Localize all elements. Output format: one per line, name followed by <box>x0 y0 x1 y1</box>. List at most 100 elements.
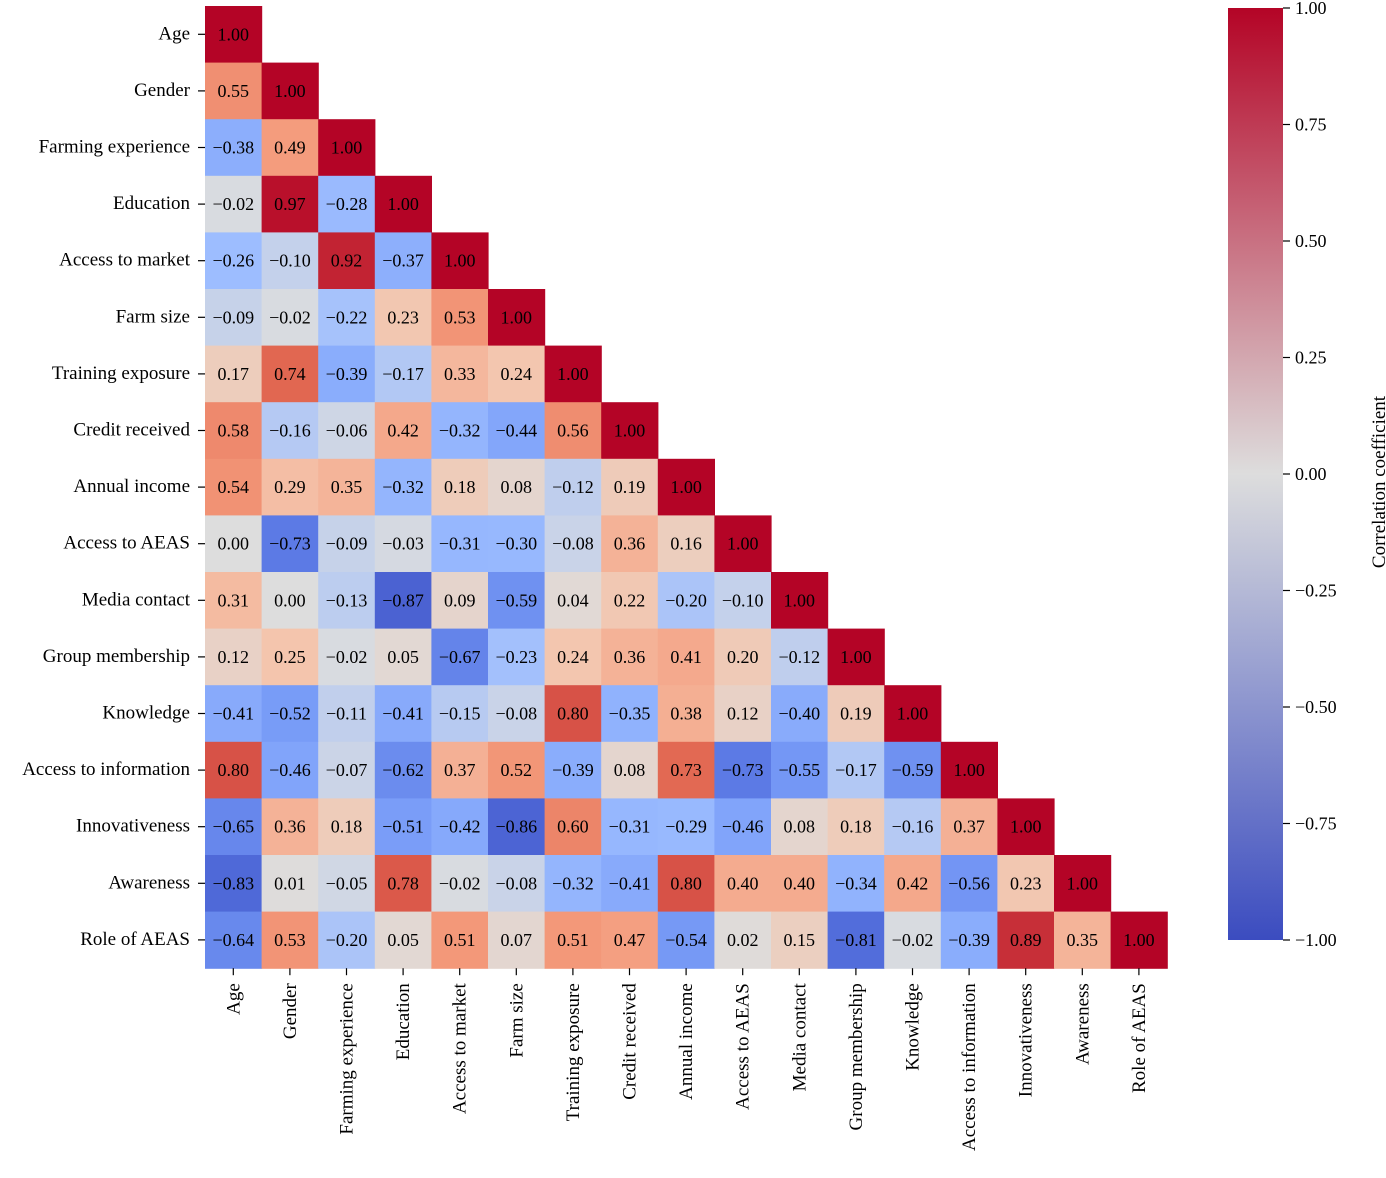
cell-value-label: 0.51 <box>444 930 476 950</box>
x-tick-label: Age <box>223 983 244 1015</box>
heatmap-cell <box>601 515 659 573</box>
heatmap-cell <box>714 628 772 686</box>
cell-value-label: 0.73 <box>670 760 702 780</box>
heatmap-cell-labels: 1.00 0.55 1.00 −0.38 0.49 1.00 −0.02 0.97 −0.28 1… <box>212 24 1154 950</box>
heatmap-cell <box>205 741 263 799</box>
heatmap-cell <box>261 119 319 177</box>
heatmap-cell <box>205 175 263 233</box>
heatmap-cell <box>205 855 263 913</box>
heatmap-cell <box>714 515 772 573</box>
cell-value-label: 0.19 <box>614 477 646 497</box>
heatmap-cell <box>318 572 376 630</box>
cell-value-label: 0.41 <box>670 647 702 667</box>
heatmap-cell <box>997 798 1055 856</box>
heatmap-cell <box>318 798 376 856</box>
cell-value-label: −0.73 <box>269 534 311 554</box>
cell-value-label: 0.74 <box>274 364 306 384</box>
heatmap-cell <box>488 911 546 969</box>
heatmap-cell <box>544 572 602 630</box>
heatmap-cell <box>488 628 546 686</box>
y-tick-label: Role of AEAS <box>80 929 190 950</box>
y-tick-label: Knowledge <box>102 703 190 724</box>
heatmap-cell <box>261 232 319 290</box>
cell-value-label: 1.00 <box>953 760 985 780</box>
cell-value-label: −0.08 <box>495 704 537 724</box>
heatmap-cell <box>997 911 1055 969</box>
cell-value-label: −0.13 <box>326 590 368 610</box>
cell-value-label: 0.05 <box>387 930 419 950</box>
heatmap-cell <box>544 685 602 743</box>
heatmap-cell <box>261 911 319 969</box>
x-tick-label: Access to market <box>450 982 471 1114</box>
cell-value-label: −0.20 <box>665 590 707 610</box>
y-tick-label: Media contact <box>82 589 191 610</box>
colorbar-tick-label: 0.25 <box>1295 348 1327 368</box>
cell-value-label: 1.00 <box>1123 930 1155 950</box>
x-tick-label: Farm size <box>506 983 527 1057</box>
heatmap-cell <box>205 232 263 290</box>
heatmap-cell <box>488 458 546 516</box>
cell-value-label: 1.00 <box>1010 817 1042 837</box>
cell-value-label: −0.34 <box>835 873 877 893</box>
cell-value-label: 0.49 <box>274 138 306 158</box>
cell-value-label: 0.42 <box>897 873 929 893</box>
x-axis: Age Gender Farming experience Education Acce… <box>223 968 1150 1151</box>
cell-value-label: 1.00 <box>840 647 872 667</box>
heatmap-cell <box>205 911 263 969</box>
y-tick-label: Access to AEAS <box>63 533 190 554</box>
cell-value-label: 0.54 <box>218 477 250 497</box>
heatmap-cell <box>771 911 829 969</box>
cell-value-label: −0.39 <box>948 930 990 950</box>
heatmap-cell <box>374 685 432 743</box>
cell-value-label: −0.10 <box>269 251 311 271</box>
y-tick-label: Access to information <box>22 759 190 780</box>
heatmap-cell <box>261 798 319 856</box>
x-tick-label: Media contact <box>789 982 810 1091</box>
heatmap-cell <box>488 572 546 630</box>
cell-value-label: −0.87 <box>382 590 424 610</box>
colorbar-tick-label: −0.25 <box>1295 581 1337 601</box>
heatmap-cell <box>488 345 546 403</box>
cell-value-label: 0.80 <box>557 704 589 724</box>
cell-value-label: 0.18 <box>840 817 872 837</box>
heatmap-cell <box>318 741 376 799</box>
cell-value-label: 0.97 <box>274 194 306 214</box>
cell-value-label: −0.35 <box>609 704 651 724</box>
heatmap-cell <box>318 119 376 177</box>
cell-value-label: −0.32 <box>382 477 424 497</box>
cell-value-label: −0.81 <box>835 930 877 950</box>
heatmap-cell <box>261 741 319 799</box>
y-tick-label: Awareness <box>108 872 190 893</box>
cell-value-label: 1.00 <box>897 704 929 724</box>
cell-value-label: 0.37 <box>953 817 985 837</box>
heatmap-cell <box>601 855 659 913</box>
heatmap-cell <box>601 741 659 799</box>
heatmap-cell <box>374 175 432 233</box>
cell-value-label: 1.00 <box>218 24 250 44</box>
cell-value-label: 0.20 <box>727 647 759 667</box>
colorbar-tick-label: 0.00 <box>1295 464 1327 484</box>
cell-value-label: −0.62 <box>382 760 424 780</box>
heatmap-cell <box>374 741 432 799</box>
cell-value-label: 0.12 <box>218 647 250 667</box>
heatmap-cell <box>318 911 376 969</box>
colorbar-tick-label: 1.00 <box>1295 0 1327 18</box>
y-tick-label: Group membership <box>43 646 190 667</box>
heatmap-cell <box>431 515 489 573</box>
x-tick-label: Innovativeness <box>1016 983 1037 1097</box>
heatmap-cell <box>431 458 489 516</box>
cell-value-label: −0.67 <box>439 647 481 667</box>
heatmap-cell <box>714 572 772 630</box>
heatmap-cell <box>601 458 659 516</box>
heatmap-cell <box>771 741 829 799</box>
heatmap-cell <box>827 855 885 913</box>
cell-value-label: −0.46 <box>722 817 764 837</box>
cell-value-label: 0.00 <box>218 534 250 554</box>
cell-value-label: 0.09 <box>444 590 476 610</box>
heatmap-cell <box>488 685 546 743</box>
heatmap-cell <box>205 6 263 64</box>
colorbar-tick-label: 0.50 <box>1295 231 1327 251</box>
heatmap-cell <box>205 402 263 460</box>
cell-value-label: −0.16 <box>269 421 311 441</box>
colorbar-ticks: 1.00 0.75 0.50 0.25 0.00 −0.25 −0.50 −0.75 −1.00 <box>1283 0 1337 950</box>
